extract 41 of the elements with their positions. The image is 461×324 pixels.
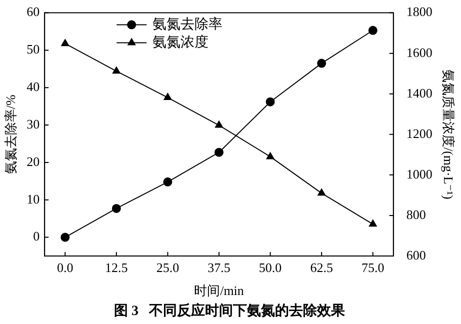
point xyxy=(266,152,274,160)
x-tick-label: 50.0 xyxy=(258,260,282,276)
legend-label: 氨氮浓度 xyxy=(152,34,209,50)
y-tick-label: 0 xyxy=(33,228,40,244)
x-axis-title: 时间/min xyxy=(194,282,244,298)
x-tick-label: 62.5 xyxy=(310,260,333,276)
point xyxy=(318,188,326,196)
y2-tick-label: 1400 xyxy=(406,85,432,100)
y-axis-title: 氨氮去除率/% xyxy=(3,94,18,174)
point xyxy=(164,93,172,100)
point xyxy=(163,177,172,186)
point xyxy=(317,58,326,68)
y-tick-label: 30 xyxy=(26,116,40,132)
x-tick-label: 12.5 xyxy=(105,260,128,276)
y-tick-label: 60 xyxy=(26,4,40,20)
y2-tick-label: 800 xyxy=(406,206,426,222)
point xyxy=(266,97,275,106)
point xyxy=(112,204,121,213)
y-tick-label: 40 xyxy=(26,79,40,94)
y2-tick-label: 1800 xyxy=(406,4,432,20)
point xyxy=(368,26,378,35)
point xyxy=(214,148,224,157)
point xyxy=(368,220,377,227)
x-tick-label: 0.0 xyxy=(56,260,74,276)
text: 图 3 不同反应时间下氨氮的去除效果 xyxy=(114,302,346,320)
y2-tick-label: 1000 xyxy=(406,166,432,182)
x-tick-label: 37.5 xyxy=(208,260,230,276)
point xyxy=(61,39,70,46)
x-tick-label: 75.0 xyxy=(362,260,384,276)
y2-tick-label: 600 xyxy=(406,247,426,262)
point xyxy=(60,232,70,242)
point xyxy=(215,120,223,128)
y-tick-label: 20 xyxy=(26,154,40,169)
point xyxy=(112,66,120,74)
y2-tick-label: 1200 xyxy=(406,126,432,141)
y-tick-label: 50 xyxy=(26,42,40,57)
x-tick-label: 25.0 xyxy=(156,260,180,276)
y2-axis-title: 氨氮质量浓度/(mg·L⁻¹) xyxy=(440,69,456,200)
y2-tick-label: 1600 xyxy=(406,44,432,60)
legend-label: 氨氮去除率 xyxy=(152,16,223,32)
y-tick-label: 10 xyxy=(26,191,40,206)
